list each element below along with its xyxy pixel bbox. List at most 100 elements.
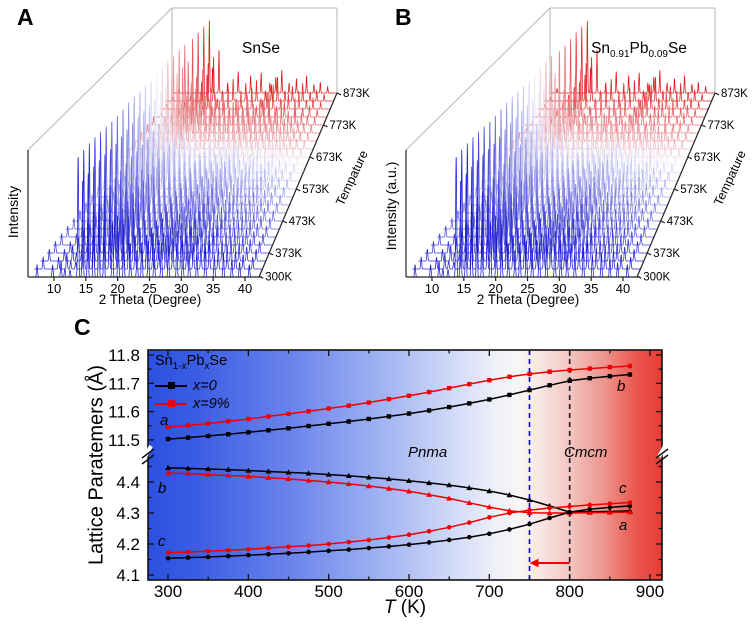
marker-circle: [266, 551, 271, 557]
x-tick-label: 15: [79, 281, 93, 296]
temp-tick: [660, 220, 665, 224]
marker-square: [226, 419, 231, 424]
marker-circle: [185, 555, 191, 560]
legend-title-sub: x: [204, 360, 210, 372]
marker-circle: [406, 542, 412, 547]
temp-tick: [282, 220, 287, 224]
c-x-tick-label: 400: [234, 582, 262, 601]
x-tick-label: 20: [110, 281, 124, 296]
series-markers: [165, 503, 633, 561]
marker-circle: [326, 548, 331, 554]
marker-square: [266, 428, 271, 433]
marker-square: [467, 401, 472, 406]
c-y-tick-label: 11.7: [108, 374, 140, 393]
temp-tick: [323, 124, 328, 128]
marker-triangle: [225, 466, 232, 472]
marker-triangle: [426, 491, 432, 497]
marker-triangle: [245, 467, 252, 473]
marker-square: [527, 371, 532, 377]
marker-circle: [507, 527, 512, 532]
panel-b-waterfall-plot: 10 15 20 25 30 35 40 300K 373K 473K 573K 673K 773K 87…: [405, 7, 748, 296]
marker-square: [346, 419, 351, 424]
marker-triangle: [225, 472, 232, 478]
marker-circle: [567, 509, 572, 515]
marker-square: [205, 433, 211, 439]
marker-circle: [587, 506, 593, 512]
marker-square: [246, 430, 251, 435]
temp-tick: [687, 156, 693, 160]
panel-c-lattice-plot: 300 400 500 600 700 800 900 11.8 11.7 11.6 11.5 4.4…: [108, 346, 669, 601]
marker-triangle: [165, 470, 171, 476]
frame-line: [405, 7, 551, 151]
panel-c-y-axis-label: Lattice Paratemers (Å): [85, 364, 108, 566]
temp-tick-label: 300K: [643, 271, 670, 283]
c-x-tick-label: 800: [555, 582, 583, 601]
series-line: [167, 373, 630, 440]
x-tick-label: 30: [174, 281, 188, 296]
xrd-trace: [171, 20, 338, 94]
marker-square: [607, 364, 613, 370]
marker-circle: [165, 550, 171, 555]
panel-b-x-axis-label: 2 Theta (Degree): [476, 292, 580, 307]
temp-tick-label: 373K: [653, 248, 680, 260]
marker-circle: [406, 532, 412, 537]
series-line: [167, 505, 630, 560]
legend-item-label: x=0: [193, 377, 217, 394]
legend-title-text: Se: [209, 353, 228, 369]
marker-square: [426, 408, 432, 413]
marker-square: [507, 392, 512, 398]
marker-triangle: [325, 471, 332, 477]
marker-square: [627, 363, 633, 369]
phase-label-cmcm: Cmcm: [564, 444, 608, 461]
x-tick-label: 25: [142, 281, 156, 296]
marker-circle: [607, 505, 613, 510]
marker-circle: [487, 531, 492, 537]
legend-title-text: Pb: [186, 353, 205, 369]
marker-triangle: [586, 509, 593, 515]
marker-triangle: [606, 509, 613, 515]
marker-circle: [366, 537, 372, 543]
marker-square: [386, 414, 392, 419]
marker-triangle: [165, 464, 171, 470]
marker-triangle: [285, 469, 292, 475]
legend-marker-square: [168, 400, 175, 408]
marker-square: [306, 423, 311, 429]
marker-circle: [266, 545, 271, 551]
marker-square: [567, 378, 572, 383]
marker-square: [446, 385, 452, 391]
x-axis-label-symbol: T: [383, 597, 396, 618]
x-tick-label: 20: [488, 281, 502, 296]
marker-square: [185, 423, 191, 428]
marker-triangle: [627, 509, 633, 515]
marker-circle: [205, 548, 211, 554]
temp-tick-label: 373K: [275, 248, 302, 260]
marker-circle: [246, 552, 251, 558]
axis-breaks: [141, 445, 669, 465]
marker-square: [185, 435, 191, 440]
marker-square: [507, 374, 512, 379]
marker-square: [487, 397, 492, 402]
x-tick-label: 10: [425, 281, 439, 296]
xrd-trace: [165, 26, 334, 102]
series-markers: [165, 372, 633, 442]
marker-circle: [286, 544, 291, 550]
marker-square: [627, 372, 633, 377]
x-tick-label: 25: [520, 281, 534, 296]
marker-circle: [527, 521, 532, 527]
marker-triangle: [526, 496, 533, 503]
marker-triangle: [486, 504, 493, 510]
marker-square: [547, 369, 552, 374]
marker-square: [346, 403, 351, 408]
series-line: [167, 501, 630, 554]
marker-circle: [446, 537, 452, 543]
marker-circle: [466, 534, 472, 540]
marker-square: [446, 404, 452, 410]
legend-title-sub: 1-x: [172, 360, 187, 372]
marker-circle: [225, 553, 231, 559]
marker-circle: [346, 539, 352, 545]
marker-square: [527, 387, 532, 393]
plot-frame: [405, 7, 716, 151]
marker-square: [406, 393, 412, 398]
plot-border: [147, 349, 663, 581]
marker-triangle: [185, 470, 191, 476]
